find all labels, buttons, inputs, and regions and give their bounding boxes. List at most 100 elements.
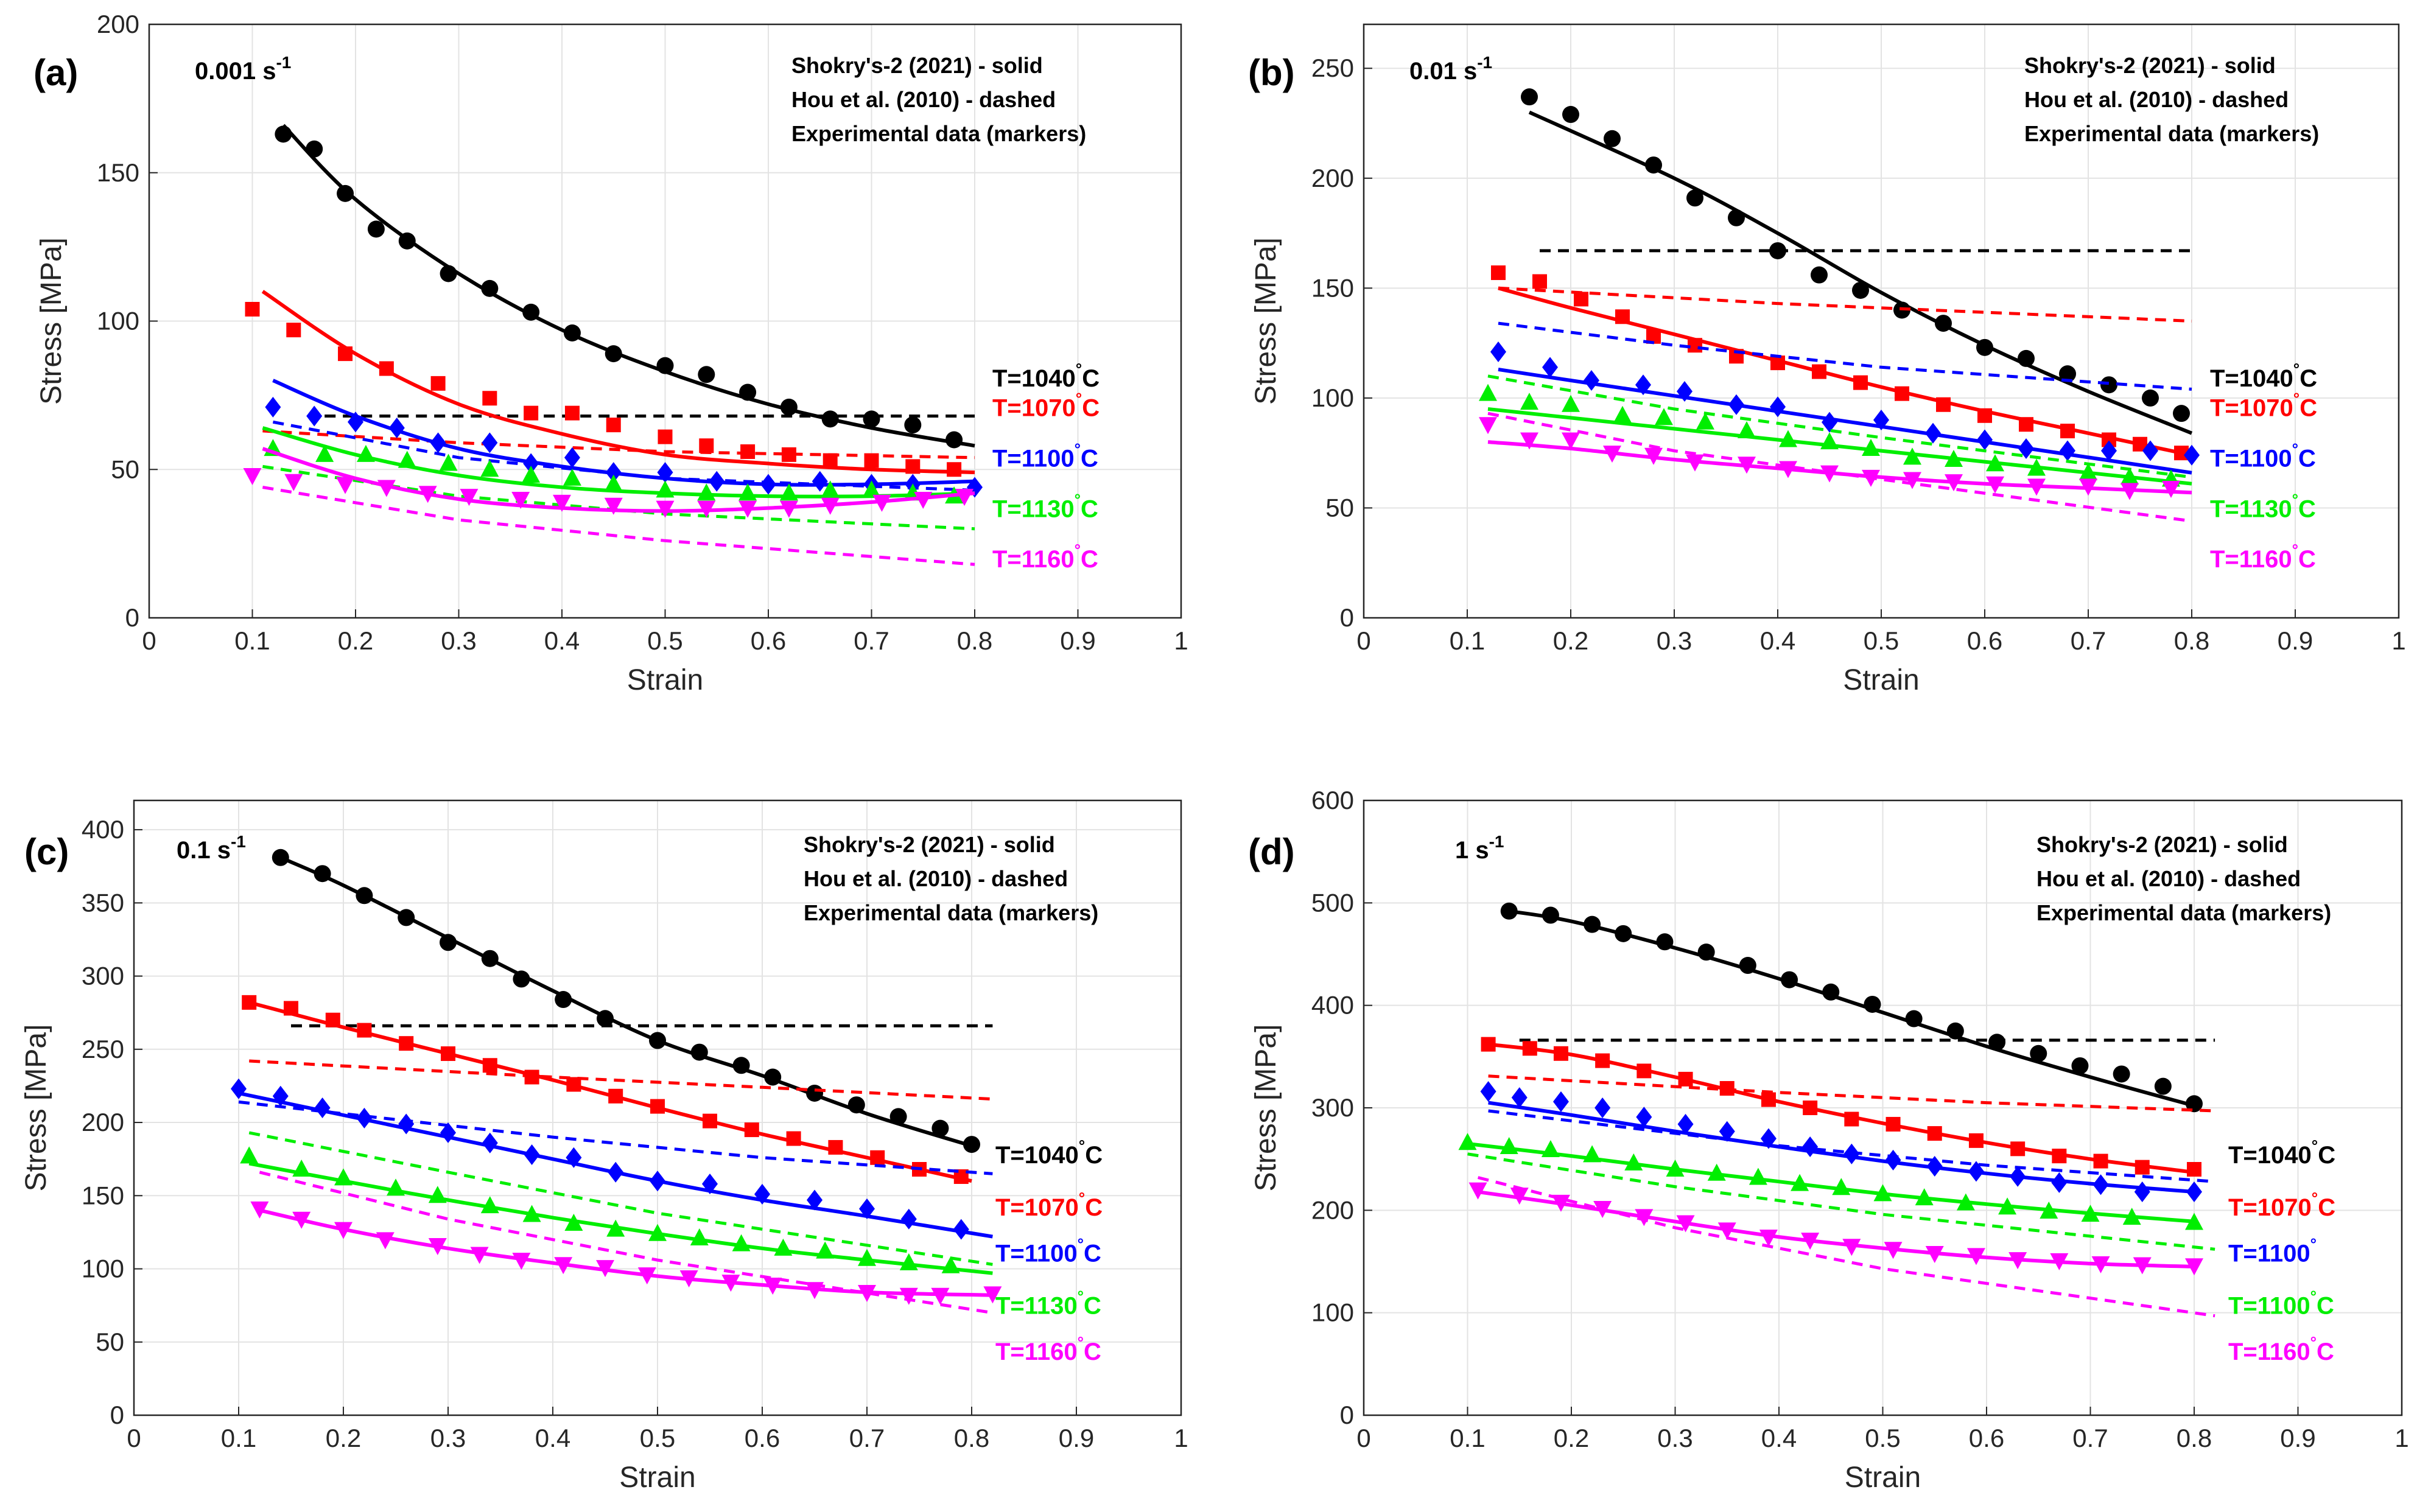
data-point-triangle-down (1468, 1182, 1487, 1200)
strain-rate-value: 0.001 s (195, 58, 276, 85)
x-tick-label: 0.4 (535, 1424, 570, 1452)
x-tick-label: 0.2 (326, 1424, 361, 1452)
data-point-diamond (657, 462, 673, 483)
y-tick-label: 200 (97, 10, 139, 38)
data-point-triangle-down (2133, 1257, 2152, 1275)
y-tick-label: 300 (1311, 1093, 1354, 1122)
data-point-triangle-up (941, 1256, 960, 1273)
data-point-triangle-up (292, 1160, 311, 1177)
data-point-diamond (2092, 1174, 2109, 1195)
series-temperature-value: T=1100 (2228, 1292, 2310, 1319)
series-temperature-value: T=1160 (2228, 1339, 2310, 1365)
series-4: T=1130°C (240, 1131, 1101, 1319)
series-3: T=1100° (1480, 1081, 2317, 1267)
y-tick-label: 100 (97, 307, 139, 335)
data-point-triangle-down (1676, 1215, 1695, 1233)
hou-model-dashed-line (1467, 1152, 2215, 1251)
data-point-diamond (1802, 1136, 1819, 1157)
series-temperature-value: T=1040 (2210, 365, 2293, 392)
data-point-circle (1988, 1034, 2006, 1051)
y-tick-label: 0 (1340, 1401, 1354, 1429)
data-point-triangle-down (805, 1282, 824, 1300)
data-point-circle (1739, 957, 1756, 975)
data-point-triangle-up (1458, 1133, 1477, 1150)
data-point-circle (597, 1010, 614, 1027)
data-point-diamond (1760, 1128, 1777, 1149)
data-point-square (658, 429, 673, 444)
data-point-triangle-down (1551, 1194, 1570, 1212)
data-point-triangle-up (439, 453, 458, 471)
shokry-model-solid-line (1528, 110, 2193, 435)
data-point-square (1615, 309, 1630, 324)
plot-frame (133, 799, 1182, 1416)
legend-line: Shokry's-2 (2021) - solid (2024, 53, 2276, 78)
data-point-triangle-up (606, 1219, 625, 1237)
series-temperature-value: T=1130 (992, 495, 1075, 522)
y-tick-label: 250 (82, 1035, 124, 1063)
data-point-circle (1864, 995, 1881, 1013)
series-1: T=1040°C (1500, 902, 2335, 1169)
y-axis-label: Stress [MPa] (1250, 1024, 1282, 1192)
data-point-triangle-up (1655, 408, 1673, 425)
y-axis-label: Stress [MPa] (20, 1024, 52, 1192)
shokry-model-solid-line (1487, 440, 2192, 495)
x-tick-label: 0.7 (2071, 626, 2106, 655)
data-point-triangle-up (648, 1223, 667, 1241)
data-point-circle (522, 303, 540, 321)
y-tick-label: 400 (82, 815, 124, 844)
data-point-square (1595, 1053, 1610, 1068)
y-axis-label: Stress [MPa] (1250, 237, 1282, 405)
data-point-triangle-up (2122, 1208, 2141, 1225)
series-temperature-label: T=1070°C (992, 390, 1100, 422)
data-point-square (1803, 1101, 1818, 1115)
x-tick-label: 0.1 (221, 1424, 256, 1452)
data-point-triangle-down (763, 1277, 782, 1295)
legend-line: Experimental data (markers) (804, 900, 1098, 925)
data-point-triangle-down (334, 1222, 353, 1239)
series-temperature-label: T=1070°C (2228, 1189, 2335, 1221)
data-point-square (524, 1069, 539, 1085)
degree-symbol: ° (2310, 1333, 2317, 1351)
series-temperature-value: T=1100 (2210, 445, 2292, 472)
y-tick-label: 100 (1311, 1298, 1354, 1327)
data-point-circle (306, 140, 323, 158)
degree-symbol: ° (2293, 390, 2299, 408)
strain-rate-exponent: -1 (276, 53, 291, 72)
series-temperature-label: T=1040°C (995, 1136, 1103, 1169)
shokry-model-solid-line (1498, 286, 2192, 457)
data-point-square (1532, 274, 1547, 289)
series-2: T=1070°C (242, 995, 1103, 1221)
x-tick-label: 1 (1174, 1424, 1188, 1452)
data-point-square (606, 418, 621, 433)
data-point-circle (931, 1119, 949, 1137)
y-tick-label: 100 (1311, 383, 1354, 412)
temperature-unit: C (2318, 1194, 2335, 1221)
data-point-triangle-down (1884, 1242, 1903, 1259)
series-temperature-label: T=1160°C (992, 541, 1098, 573)
series-temperature-label: T=1040°C (2210, 360, 2317, 392)
data-point-diamond (314, 1097, 331, 1118)
data-point-triangle-up (1915, 1188, 1934, 1206)
data-point-diamond (807, 1189, 823, 1211)
data-point-circle (1562, 106, 1579, 124)
degree-symbol: ° (1078, 1287, 1084, 1305)
data-point-triangle-down (1593, 1200, 1612, 1218)
data-point-diamond (2060, 440, 2075, 461)
temperature-unit: C (1084, 1339, 1101, 1365)
x-tick-label: 0.6 (1967, 626, 2002, 655)
series-temperature-label: T=1130°C (2210, 490, 2316, 522)
y-tick-label: 200 (1311, 1195, 1354, 1224)
legend-line: Hou et al. (2010) - dashed (791, 87, 1056, 112)
data-point-circle (732, 1057, 750, 1074)
data-point-circle (1728, 209, 1745, 226)
x-tick-label: 0.2 (338, 626, 373, 655)
series-temperature-label: T=1040°C (992, 360, 1100, 392)
data-point-square (399, 1036, 414, 1051)
shokry-model-solid-line (1488, 1101, 2195, 1194)
series-temperature-value: T=1040 (992, 365, 1076, 392)
data-point-triangle-down (1820, 465, 1839, 483)
shokry-model-solid-line (1478, 1190, 2195, 1269)
data-point-triangle-down (1520, 432, 1538, 450)
data-point-circle (847, 1096, 865, 1114)
series-temperature-value: T=1130 (995, 1292, 1078, 1319)
